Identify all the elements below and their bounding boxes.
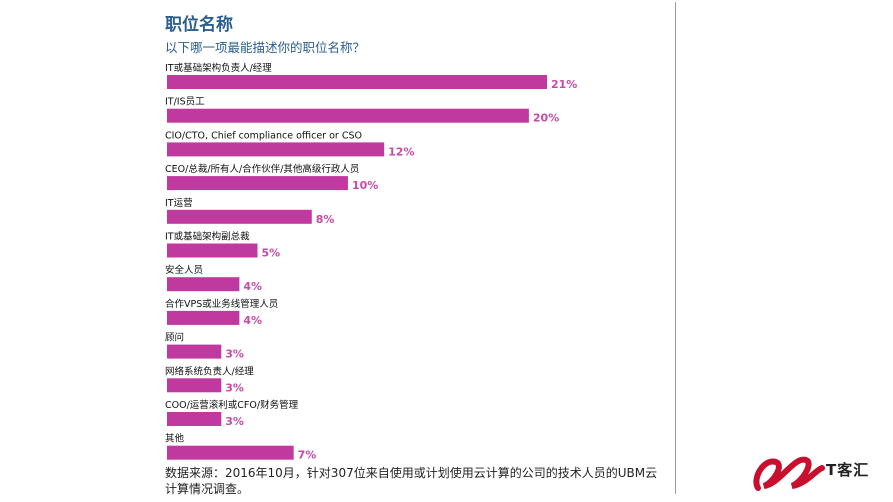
category-label: COO/运营滚利或CFO/财务管理: [165, 399, 299, 411]
value-label: 3%: [225, 415, 244, 428]
frame-divider: [675, 2, 676, 494]
chart-title: 职位名称: [165, 15, 233, 35]
value-label: 21%: [551, 78, 577, 91]
bar: [167, 445, 294, 460]
category-label: 网络系统负责人/经理: [165, 365, 254, 377]
category-label: CIO/CTO, Chief compliance officer or CSO: [165, 130, 362, 141]
value-label: 10%: [352, 179, 378, 192]
category-label: 安全人员: [165, 264, 203, 276]
source-note: 数据来源：2016年10月，针对307位来自使用或计划使用云计算的公司的技术人员…: [165, 466, 658, 496]
bar: [167, 243, 258, 258]
value-label: 3%: [225, 348, 244, 361]
logo-mark-icon: [753, 456, 825, 491]
value-label: 8%: [316, 213, 335, 226]
category-label: IT运营: [165, 197, 193, 209]
category-label: IT或基础架构副总裁: [165, 231, 250, 243]
category-label: CEO/总裁/所有人/合作伙伴/其他高级行政人员: [165, 163, 359, 175]
bar: [167, 176, 348, 191]
bar: [167, 75, 547, 89]
logo-text: T客汇: [826, 461, 870, 479]
bar: [167, 412, 222, 426]
bar: [167, 310, 240, 325]
value-label: 4%: [243, 314, 262, 327]
category-label: IT或基础架构负责人/经理: [165, 62, 272, 74]
value-label: 7%: [298, 449, 317, 462]
category-label: 其他: [165, 433, 185, 445]
bar: [167, 378, 222, 393]
bar: [167, 209, 312, 224]
category-label: 合作VPS或业务线管理人员: [165, 298, 278, 310]
category-label: IT/IS员工: [165, 97, 205, 108]
bar: [167, 344, 222, 359]
category-label: 顾问: [165, 332, 184, 344]
bar: [167, 108, 529, 123]
value-label: 12%: [388, 145, 414, 158]
bar: [167, 142, 385, 157]
value-label: 3%: [225, 381, 244, 394]
chart-subtitle: 以下哪一项最能描述你的职位名称？: [165, 40, 366, 55]
value-label: 4%: [243, 280, 262, 293]
value-label: 20%: [533, 112, 559, 125]
value-label: 5%: [261, 247, 280, 260]
bar: [167, 277, 240, 292]
